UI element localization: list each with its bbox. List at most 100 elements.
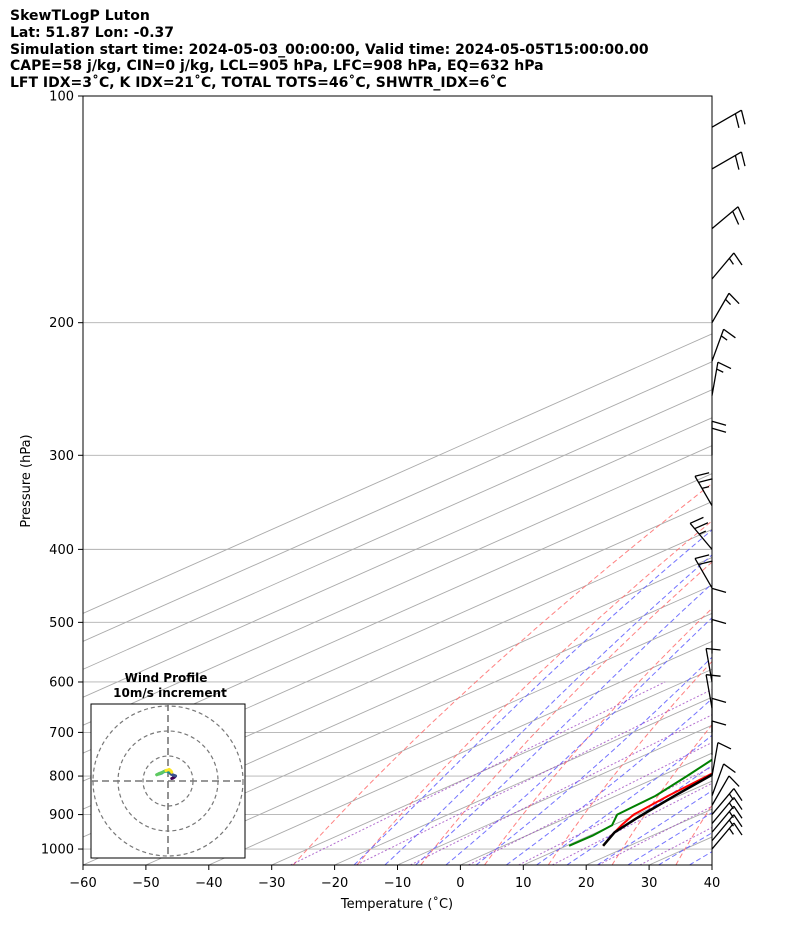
barb-shaft <box>711 742 719 777</box>
barb-shaft <box>711 109 742 128</box>
wind-barb <box>711 587 727 623</box>
barb-half-flag <box>720 335 728 341</box>
temperature-line <box>602 772 712 847</box>
indices-line-2: LFT IDX=3˚C, K IDX=21˚C, TOTAL TOTS=46˚C… <box>10 75 507 92</box>
wind-barb <box>711 805 743 833</box>
chart-title-block: SkewTLogP Luton Lat: 51.87 Lon: -0.37 Si… <box>10 8 649 92</box>
inset-subtitle: 10m/s increment <box>113 686 227 700</box>
barb-flag <box>698 560 713 566</box>
isotherm-line <box>83 389 712 670</box>
mixing-ratio-line <box>639 826 712 865</box>
isotherm-line <box>334 696 712 865</box>
moist-adiabat <box>475 656 712 865</box>
barb-shaft <box>711 775 730 806</box>
wind-barb <box>711 775 740 806</box>
x-tick-label: 0 <box>456 876 464 891</box>
barb-shaft <box>711 763 725 797</box>
barb-flag <box>733 252 743 266</box>
mixing-ratio-line <box>468 741 712 865</box>
isotherm-line <box>775 96 794 865</box>
isotherm-line <box>145 612 712 865</box>
barb-shaft <box>711 788 735 816</box>
wind-barb <box>711 822 743 850</box>
barb-flag <box>728 775 740 787</box>
isotherm-line <box>271 668 712 865</box>
y-tick-label: 900 <box>49 808 74 823</box>
wind-barb <box>711 328 736 362</box>
y-tick-label: 400 <box>49 543 74 558</box>
barb-shaft <box>711 252 735 280</box>
isotherm-line <box>208 640 712 865</box>
wind-barb <box>711 151 746 170</box>
barb-flag <box>711 697 727 704</box>
wind-barb <box>711 763 736 797</box>
barb-flag <box>711 427 727 433</box>
barb-flag <box>723 328 736 339</box>
barb-flag <box>689 516 704 524</box>
x-tick-label: 30 <box>641 876 658 891</box>
wind-barb <box>705 674 721 709</box>
isotherm-line <box>83 584 712 865</box>
isotherm-line <box>397 724 712 865</box>
mixing-ratio-line <box>410 714 712 865</box>
moist-adiabat <box>445 617 712 865</box>
mixing-ratio-line <box>290 681 666 865</box>
barb-flag <box>711 720 727 726</box>
barb-flag <box>732 210 740 225</box>
barb-flag <box>733 822 743 836</box>
barb-half-flag <box>728 819 734 827</box>
barb-shaft <box>711 151 742 170</box>
y-tick-label: 100 <box>49 90 74 105</box>
dewpoint-line <box>568 758 712 847</box>
time-line: Simulation start time: 2024-05-03_00:00:… <box>10 41 649 58</box>
moist-adiabat <box>384 554 712 865</box>
wind-barbs <box>689 109 746 850</box>
barb-shaft <box>711 797 735 824</box>
barb-half-flag <box>701 485 710 490</box>
x-tick-label: −40 <box>195 876 222 891</box>
barb-shaft <box>711 292 730 324</box>
wind-barb <box>711 814 743 842</box>
isotherm-line <box>83 333 712 614</box>
y-tick-label: 800 <box>49 770 74 785</box>
barb-shaft <box>711 206 739 230</box>
moist-adiabat <box>353 529 712 865</box>
barb-flag <box>706 674 721 677</box>
x-tick-label: 20 <box>578 876 595 891</box>
wind-barb <box>711 420 727 456</box>
barb-flag <box>733 797 743 810</box>
wind-barb <box>711 788 743 816</box>
barb-half-flag <box>728 827 734 835</box>
wind-barb <box>711 252 743 280</box>
barb-flag <box>717 361 732 370</box>
y-tick-label: 200 <box>49 316 74 331</box>
barb-flag <box>711 587 727 593</box>
barb-flag <box>694 554 710 560</box>
barb-flag <box>706 647 721 651</box>
dry-adiabat <box>420 561 712 865</box>
isotherm-line <box>83 361 712 642</box>
barb-shaft <box>694 475 713 507</box>
wind-profile-inset: Wind Profile 10m/s increment <box>90 671 246 859</box>
hodograph-segment <box>169 769 174 774</box>
barb-shaft <box>694 558 713 589</box>
wind-barb <box>711 206 745 230</box>
dry-adiabat <box>356 520 712 865</box>
y-tick-label: 500 <box>49 616 74 631</box>
barb-flag <box>740 110 746 125</box>
barb-shaft <box>711 329 725 362</box>
y-tick-label: 600 <box>49 675 74 690</box>
barb-flag <box>723 763 736 774</box>
barb-flag <box>733 788 743 801</box>
x-tick-label: −10 <box>384 876 411 891</box>
x-axis-label: Temperature (˚C) <box>340 896 453 912</box>
barb-flag <box>711 618 727 625</box>
y-axis-label: Pressure (hPa) <box>19 434 34 527</box>
wind-barb <box>694 472 713 507</box>
barb-flag <box>733 814 743 828</box>
y-tick-label: 300 <box>49 449 74 464</box>
barb-flag <box>740 151 746 167</box>
hodograph-area <box>91 704 245 858</box>
isotherm-line <box>83 529 712 810</box>
